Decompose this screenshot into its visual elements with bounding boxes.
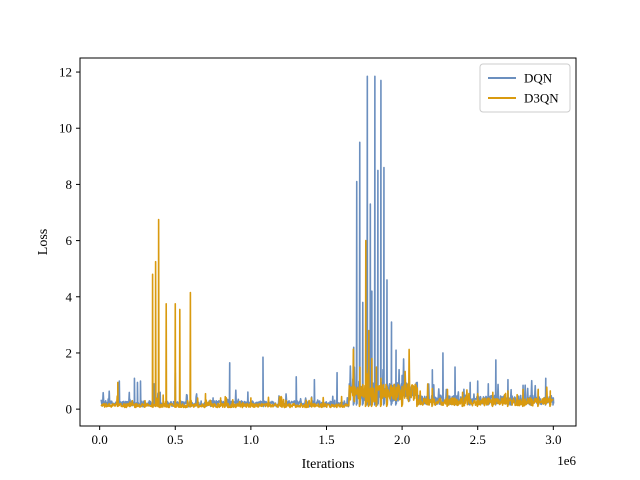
- x-tick-label: 1.0: [243, 432, 259, 447]
- y-tick-label: 2: [66, 345, 73, 360]
- x-axis-ticks: 0.0 0.5 1.0 1.5 2.0 2.5 3.0: [92, 426, 561, 447]
- plot-frame: [79, 57, 577, 427]
- x-tick-label: 2.0: [394, 432, 410, 447]
- legend-label: DQN: [524, 71, 553, 86]
- x-tick-label: 0.5: [167, 432, 183, 447]
- x-axis-offset-label: 1e6: [557, 453, 576, 468]
- x-tick-label: 1.5: [318, 432, 334, 447]
- legend-label: D3QN: [524, 91, 559, 106]
- y-axis-label: Loss: [36, 229, 51, 255]
- y-axis-ticks: 0 2 4 6 8 10 12: [59, 65, 80, 417]
- y-tick-label: 0: [66, 402, 73, 417]
- plot-lines: [100, 75, 555, 409]
- x-tick-label: 2.5: [470, 432, 486, 447]
- x-tick-label: 0.0: [92, 432, 108, 447]
- legend-box: [479, 63, 571, 113]
- legend: DQN D3QN: [479, 63, 571, 113]
- y-tick-label: 10: [59, 121, 72, 136]
- x-axis-label: Iterations: [302, 457, 355, 472]
- y-tick-label: 8: [66, 177, 73, 192]
- y-tick-label: 4: [66, 289, 73, 304]
- y-tick-label: 12: [59, 65, 72, 80]
- series-line-d3qn: [100, 218, 554, 409]
- x-tick-label: 3.0: [545, 432, 561, 447]
- y-tick-label: 6: [66, 233, 73, 248]
